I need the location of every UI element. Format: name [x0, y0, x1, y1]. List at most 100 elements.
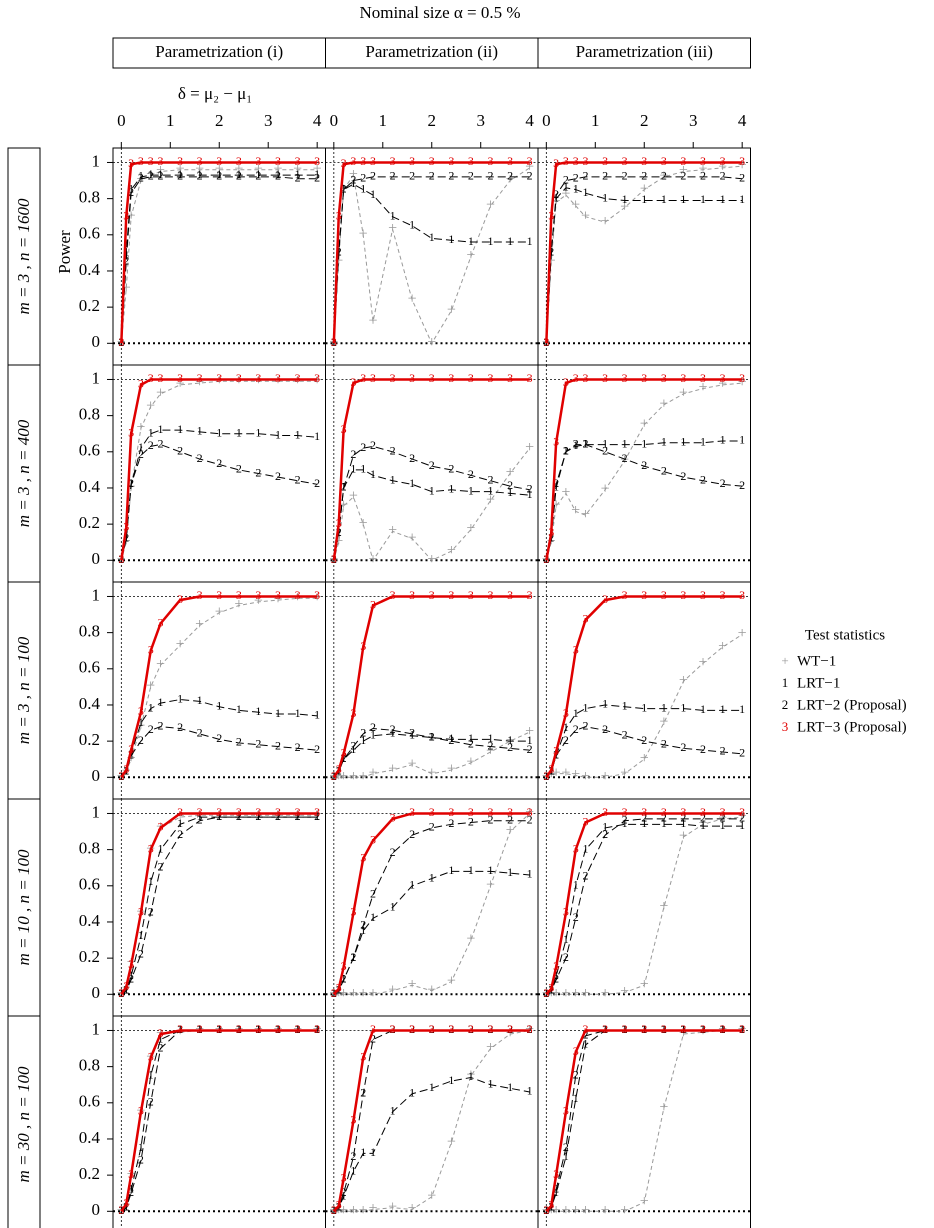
point-marker: 2	[360, 726, 366, 740]
point-marker: 2	[720, 169, 726, 183]
point-marker: +	[571, 197, 580, 214]
point-marker: 2	[468, 737, 474, 751]
point-marker: 1	[720, 818, 726, 832]
point-marker: 1	[429, 483, 435, 497]
point-marker: +	[547, 1202, 556, 1219]
point-marker: 3	[448, 805, 454, 819]
point-marker: +	[254, 593, 263, 610]
point-marker: 2	[622, 812, 628, 826]
point-marker: 2	[602, 827, 608, 841]
point-marker: 1	[177, 422, 183, 436]
point-marker: +	[388, 1198, 397, 1215]
point-marker: 3	[548, 1198, 554, 1212]
point-marker: +	[601, 768, 610, 785]
point-marker: 1	[448, 232, 454, 246]
point-marker: 1	[236, 167, 242, 181]
point-marker: 1	[177, 816, 183, 830]
point-marker: 1	[661, 816, 667, 830]
point-marker: +	[176, 160, 185, 177]
point-marker: 1	[527, 733, 533, 747]
point-marker: +	[136, 419, 145, 436]
point-marker: 1	[739, 818, 745, 832]
point-marker: +	[339, 768, 348, 785]
point-marker: 1	[563, 720, 569, 734]
point-marker: +	[195, 160, 204, 177]
point-marker: +	[447, 972, 456, 989]
point-marker: 1	[275, 427, 281, 441]
point-marker: 3	[236, 588, 242, 602]
point-marker: 1	[507, 865, 513, 879]
point-marker: +	[273, 591, 282, 608]
point-marker: 2	[429, 729, 435, 743]
point-marker: +	[698, 379, 707, 396]
point-marker: 1	[429, 870, 435, 884]
point-marker: +	[659, 395, 668, 412]
legend-label: LRT−1	[797, 675, 840, 691]
point-marker: 3	[350, 154, 356, 168]
point-marker: 3	[622, 154, 628, 168]
point-marker: 3	[370, 371, 376, 385]
point-marker: 1	[314, 167, 320, 181]
point-marker: 3	[138, 154, 144, 168]
point-marker: 3	[360, 154, 366, 168]
panel	[537, 364, 751, 583]
point-marker: +	[136, 717, 145, 734]
point-marker: 1	[409, 476, 415, 490]
point-marker: 1	[582, 841, 588, 855]
column-strip	[537, 37, 751, 69]
point-marker: 3	[488, 805, 494, 819]
point-marker: 2	[582, 869, 588, 883]
point-marker: 2	[255, 465, 261, 479]
point-marker: 1	[700, 818, 706, 832]
point-marker: 2	[488, 812, 494, 826]
point-marker: 1	[468, 731, 474, 745]
point-marker: 3	[255, 805, 261, 819]
point-marker: 3	[255, 371, 261, 385]
point-marker: 3	[197, 154, 203, 168]
point-marker: 3	[468, 805, 474, 819]
point-marker: 3	[123, 520, 129, 534]
y-tick-label: 0.8	[79, 188, 100, 207]
column-strip	[325, 37, 539, 69]
point-marker: 2	[409, 827, 415, 841]
point-marker: +	[466, 1066, 475, 1083]
point-marker: +	[368, 764, 377, 781]
point-marker: 3	[314, 1022, 320, 1036]
point-marker: 2	[148, 438, 154, 452]
point-marker: 2	[622, 451, 628, 465]
point-marker: 3	[370, 1022, 376, 1036]
point-marker: 2	[123, 982, 129, 996]
point-marker: 2	[429, 458, 435, 472]
point-marker: 3	[548, 762, 554, 776]
point-marker: +	[136, 171, 145, 188]
point-marker: 3	[661, 1022, 667, 1036]
point-marker: 3	[739, 371, 745, 385]
point-marker: 3	[275, 371, 281, 385]
point-marker: 1	[138, 928, 144, 942]
point-marker: 2	[128, 1185, 134, 1199]
y-tick-label: 0.2	[79, 947, 100, 966]
point-marker: 2	[360, 440, 366, 454]
point-marker: +	[601, 213, 610, 230]
point-marker: 1	[360, 733, 366, 747]
point-marker: 3	[602, 1022, 608, 1036]
point-marker: 1	[148, 167, 154, 181]
point-marker: +	[368, 312, 377, 329]
point-marker: 2	[661, 737, 667, 751]
y-tick-label: 0.6	[79, 441, 100, 460]
series-line	[333, 1076, 530, 1212]
point-marker: +	[581, 207, 590, 224]
point-marker: 1	[739, 192, 745, 206]
point-marker: 3	[720, 371, 726, 385]
point-marker: 1	[680, 816, 686, 830]
x-tick-label: 3	[476, 111, 485, 130]
point-marker: 3	[128, 742, 134, 756]
series-line	[120, 169, 318, 344]
point-marker: +	[146, 166, 155, 183]
point-marker: +	[718, 810, 727, 827]
point-marker: 3	[138, 704, 144, 718]
point-marker: +	[127, 750, 136, 767]
point-marker: 2	[138, 946, 144, 960]
point-marker: 3	[468, 1022, 474, 1036]
